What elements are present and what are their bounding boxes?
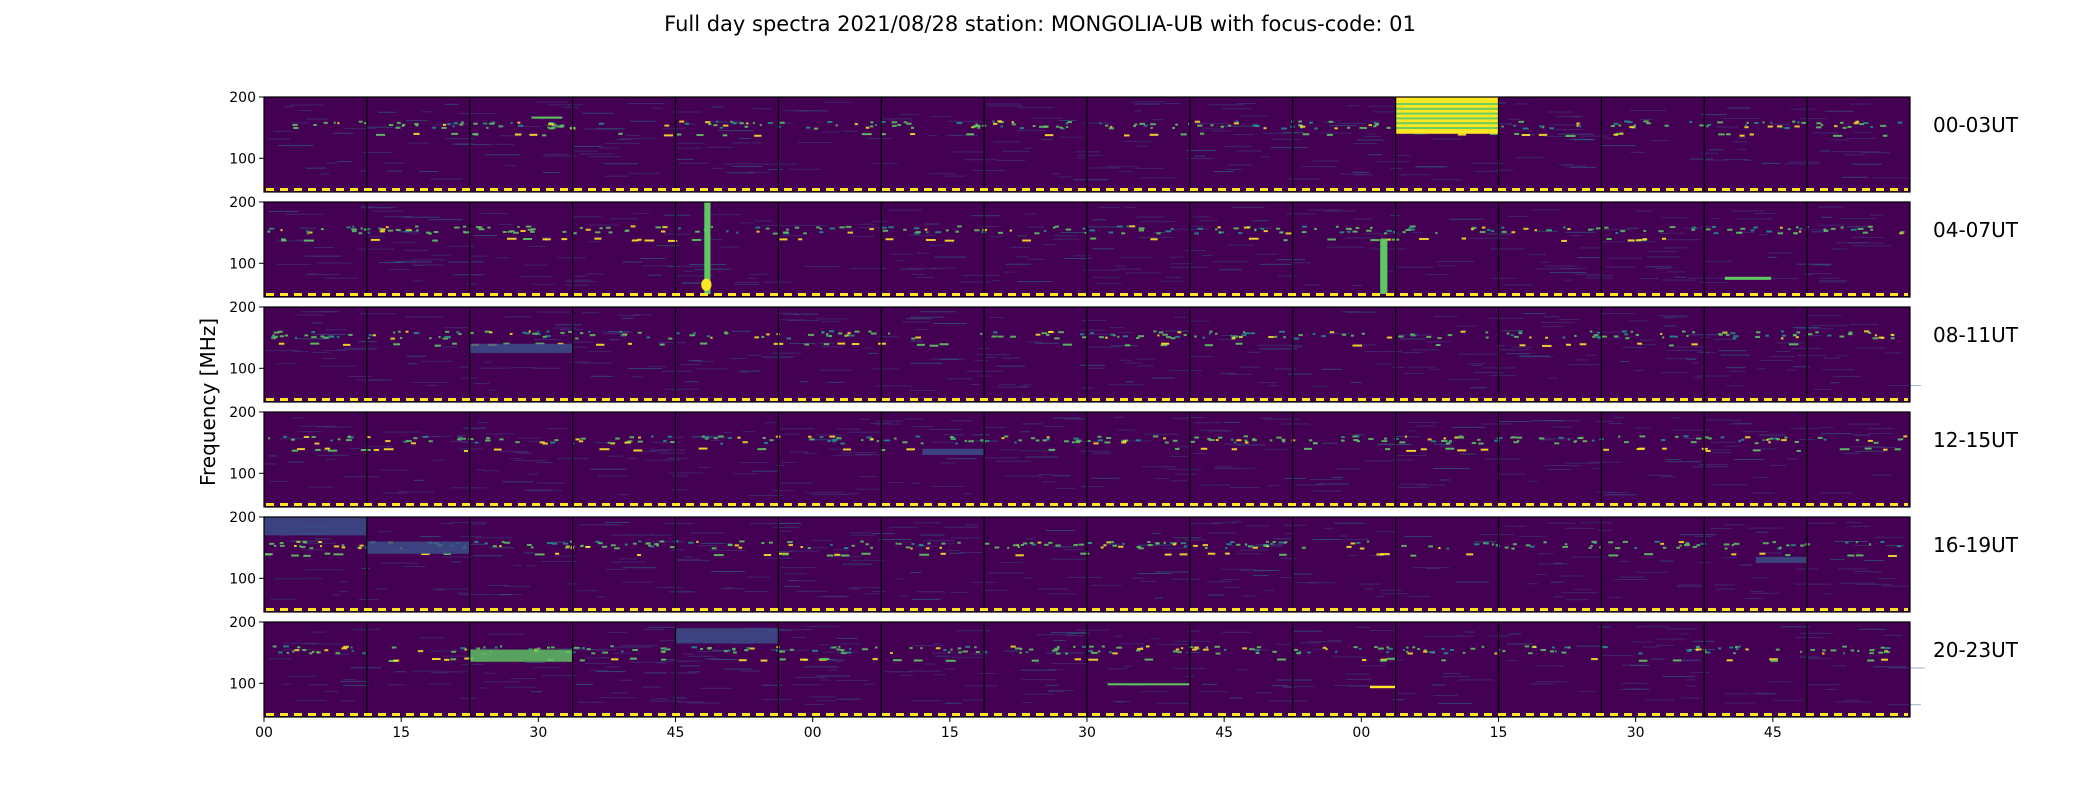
row-time-label: 16-19UT — [1933, 533, 2019, 557]
feature-band — [469, 649, 573, 662]
x-tick-label: 45 — [667, 725, 685, 741]
row-time-label: 12-15UT — [1933, 428, 2019, 452]
row-frame — [263, 306, 1911, 403]
row-frame — [263, 201, 1911, 298]
burst-line — [1395, 112, 1499, 115]
feature-band — [1755, 556, 1808, 563]
burst-line — [1395, 122, 1499, 125]
y-tick-label: 100 — [229, 466, 256, 482]
spectra-row: 100 200 00-03UT — [229, 90, 2019, 193]
y-tick-label: 200 — [229, 300, 256, 316]
spectra-rows: 10020000-03UT10020004-07UT10020008-11UT1… — [229, 90, 2019, 718]
y-axis-label: Frequency [MHz] — [196, 318, 220, 486]
feature-line — [531, 116, 563, 119]
row-time-label: 04-07UT — [1933, 218, 2019, 242]
burst-line — [1395, 107, 1499, 110]
x-tick-label: 15 — [392, 725, 410, 741]
x-tick-label: 00 — [1352, 725, 1370, 741]
noise-texture — [267, 101, 1908, 181]
feature-vertical — [704, 202, 711, 294]
row-frame — [263, 411, 1911, 508]
noise-texture — [268, 626, 1925, 706]
x-tick-label: 15 — [941, 725, 959, 741]
feature-line — [1107, 683, 1190, 686]
x-tick-label: 30 — [1078, 725, 1096, 741]
x-tick-label: 30 — [529, 725, 547, 741]
burst-line — [1395, 103, 1499, 105]
feature-blob — [701, 278, 712, 291]
y-tick-label: 200 — [229, 405, 256, 421]
burst-line — [1395, 126, 1499, 129]
noise-texture — [265, 311, 1922, 391]
y-tick-label: 200 — [229, 510, 256, 526]
spectra-row: 100 200 20-23UT — [229, 615, 2019, 718]
row-frame — [263, 516, 1911, 613]
noise-texture — [264, 416, 1908, 496]
y-tick-label: 100 — [229, 361, 256, 377]
spectra-row: 100 200 12-15UT — [229, 405, 2019, 508]
feature-band — [675, 628, 779, 644]
y-tick-label: 100 — [229, 571, 256, 587]
noise-texture — [264, 521, 1910, 601]
x-axis-ticks: 00 15 30 45 00 15 30 45 00 15 30 45 — [255, 717, 1782, 741]
y-tick-label: 200 — [229, 615, 256, 631]
noise-texture — [267, 206, 1905, 286]
spectra-row: 100 200 04-07UT — [229, 195, 2019, 298]
y-tick-label: 200 — [229, 90, 256, 106]
x-tick-label: 30 — [1627, 725, 1645, 741]
y-tick-label: 100 — [229, 256, 256, 272]
x-tick-label: 45 — [1764, 725, 1782, 741]
chart-title: Full day spectra 2021/08/28 station: MON… — [664, 12, 1416, 36]
y-tick-label: 200 — [229, 195, 256, 211]
x-tick-label: 45 — [1215, 725, 1233, 741]
feature-line — [1369, 685, 1396, 689]
x-tick-label: 15 — [1490, 725, 1508, 741]
y-tick-label: 100 — [229, 151, 256, 167]
spectra-row: 100 200 08-11UT — [229, 300, 2019, 403]
feature-band — [469, 343, 573, 353]
row-frame — [263, 96, 1911, 193]
row-time-label: 20-23UT — [1933, 638, 2019, 662]
x-tick-label: 00 — [804, 725, 822, 741]
spectra-row: 100 200 16-19UT — [229, 510, 2019, 613]
burst-line — [1395, 117, 1499, 120]
y-tick-label: 100 — [229, 676, 256, 692]
x-tick-label: 00 — [255, 725, 273, 741]
feature-band — [366, 541, 470, 554]
row-time-label: 08-11UT — [1933, 323, 2019, 347]
feature-line — [1724, 276, 1772, 280]
feature-vertical — [1380, 238, 1388, 294]
feature-band — [264, 517, 367, 536]
row-time-label: 00-03UT — [1933, 113, 2019, 137]
feature-band — [922, 448, 985, 455]
